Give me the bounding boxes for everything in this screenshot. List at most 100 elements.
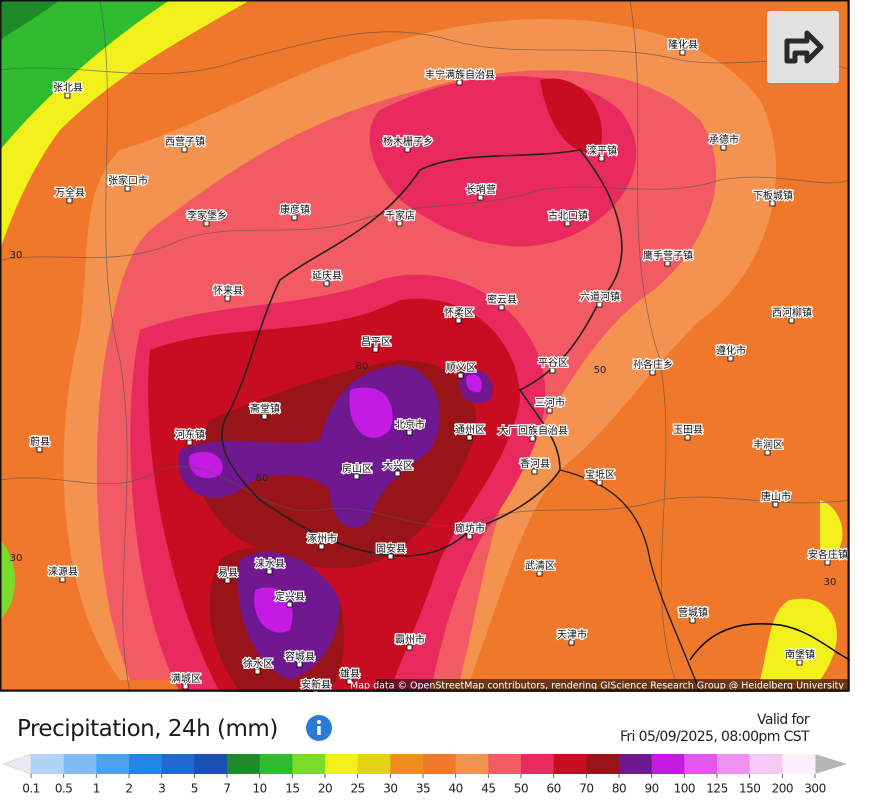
scale-cell <box>390 754 424 774</box>
scale-label: 1 <box>93 782 100 796</box>
place-label: 香河县 <box>520 458 550 470</box>
scale-cell <box>717 754 751 774</box>
place-marker <box>596 479 603 486</box>
place-marker <box>455 317 462 324</box>
place-marker <box>59 576 66 583</box>
place-label: 营城镇 <box>678 606 708 619</box>
scale-cell <box>455 754 489 774</box>
place-label: 顺义区 <box>446 362 476 374</box>
place-marker <box>372 346 379 353</box>
place-label: 密云县 <box>487 293 517 306</box>
place-label: 雄县 <box>340 667 360 680</box>
scale-cell <box>619 754 653 774</box>
scale-label: 200 <box>772 782 793 796</box>
place-label: 三河市 <box>535 396 565 409</box>
place-marker <box>824 559 831 566</box>
place-marker <box>387 553 394 560</box>
place-marker <box>224 577 231 584</box>
contour-label: 80 <box>256 473 269 484</box>
place-label: 涿州市 <box>307 532 337 545</box>
map-frame <box>0 0 850 692</box>
admin-borders <box>0 0 850 692</box>
place-label: 北京市 <box>395 418 425 431</box>
place-marker <box>254 668 261 675</box>
place-marker <box>684 434 691 441</box>
place-label: 西河柳镇 <box>772 306 812 319</box>
scale-cell <box>194 754 228 774</box>
place-label: 丰宁满族自治县 <box>425 68 495 81</box>
scale-label: 5 <box>191 782 198 796</box>
valid-block: Valid for Fri 05/09/2025, 08:00pm CST <box>620 712 810 746</box>
scale-label: 35 <box>416 782 430 796</box>
scale-label: 30 <box>383 782 397 796</box>
place-marker <box>203 220 210 227</box>
scale-label: 80 <box>612 782 626 796</box>
scale-label: 300 <box>804 782 825 796</box>
place-label: 涞源县 <box>48 565 78 578</box>
scale-label: 2 <box>125 782 132 796</box>
place-marker <box>466 533 473 540</box>
red-north <box>540 78 602 153</box>
tianjin-border <box>559 469 701 692</box>
place-label: 孙各庄乡 <box>633 358 673 371</box>
valid-label: Valid for <box>756 712 810 728</box>
scale-cell <box>31 754 65 774</box>
place-marker <box>181 146 188 153</box>
contour-label: 30 <box>10 250 23 261</box>
place-marker <box>64 92 71 99</box>
place-label: 西营子镇 <box>165 135 205 148</box>
share-button[interactable] <box>767 11 839 83</box>
attribution-bg <box>376 679 848 692</box>
place-label: 容城县 <box>285 650 315 663</box>
place-label: 通州区 <box>455 424 485 436</box>
scale-label: 25 <box>351 782 365 796</box>
contour-label: 30 <box>824 577 837 588</box>
attribution: Map data © OpenStreetMap contributors, r… <box>350 681 844 692</box>
place-marker <box>394 470 401 477</box>
scale-cell <box>259 754 293 774</box>
place-marker <box>498 304 505 311</box>
place-label: 丰润区 <box>753 438 783 451</box>
info-button[interactable] <box>305 714 333 742</box>
place-label: 斋堂镇 <box>250 402 280 415</box>
scale-label: 0.1 <box>22 782 40 796</box>
scale-label: 10 <box>253 782 267 796</box>
place-label: 隆化县 <box>668 38 698 51</box>
scale-cell <box>292 754 326 774</box>
scale-cell <box>325 754 359 774</box>
scale-label: 40 <box>449 782 463 796</box>
place-label: 遵化市 <box>716 344 746 357</box>
place-marker <box>568 639 575 646</box>
scale-label: 20 <box>318 782 332 796</box>
place-label: 杨木栅子乡 <box>383 135 433 148</box>
place-label: 宝坻区 <box>585 468 615 481</box>
place-marker <box>727 355 734 362</box>
place-marker <box>796 659 803 666</box>
scale-cell <box>423 754 457 774</box>
place-marker <box>266 568 273 575</box>
place-marker <box>457 372 464 379</box>
scale-cell <box>227 754 261 774</box>
scale-label: 3 <box>158 782 165 796</box>
scale-label: 50 <box>514 782 528 796</box>
scale-cell <box>63 754 97 774</box>
dark-green <box>0 0 60 40</box>
place-label: 李家堡乡 <box>187 209 227 222</box>
contour-label: 30 <box>10 553 23 564</box>
place-marker <box>318 543 325 550</box>
scale-cell <box>553 754 587 774</box>
place-label: 南堡镇 <box>785 648 815 661</box>
place-label: 鹰手营子镇 <box>643 249 693 262</box>
scale-cell <box>161 754 195 774</box>
place-marker <box>598 155 605 162</box>
place-marker <box>286 601 293 608</box>
place-label: 昌平区 <box>361 336 391 348</box>
place-label: 安新县 <box>301 678 331 691</box>
place-marker <box>261 413 268 420</box>
place-label: 易县 <box>218 567 238 579</box>
scale-label: 45 <box>481 782 495 796</box>
place-label: 霸州市 <box>395 633 425 646</box>
scale-label: 15 <box>285 782 299 796</box>
scale-label: 100 <box>674 782 695 796</box>
